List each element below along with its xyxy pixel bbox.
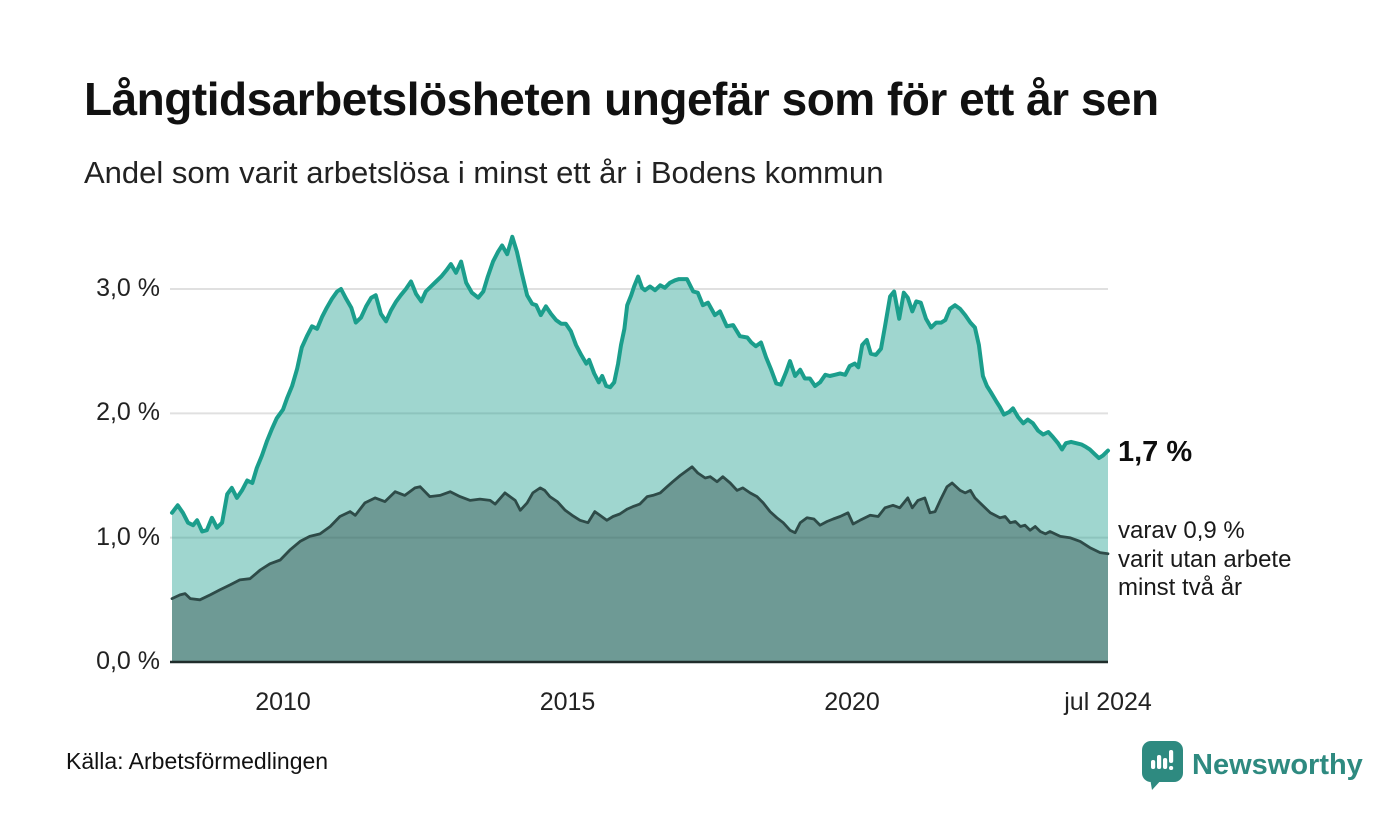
- y-tick-label: 3,0 %: [96, 274, 160, 302]
- x-tick-label: 2010: [255, 688, 311, 716]
- y-tick-label: 1,0 %: [96, 522, 160, 551]
- x-tick-label: 2020: [824, 688, 880, 716]
- brand-wordmark: Newsworthy: [1192, 749, 1363, 781]
- page-title: Långtidsarbetslösheten ungefär som för e…: [84, 73, 1159, 125]
- y-tick-label: 0,0 %: [96, 647, 160, 675]
- series-area-1: [172, 236, 1108, 663]
- source-credit: Källa: Arbetsförmedlingen: [66, 748, 329, 774]
- page-subtitle: Andel som varit arbetslösa i minst ett å…: [84, 155, 884, 190]
- newsworthy-logo-icon: [1142, 741, 1183, 790]
- secondary-annotation: varav 0,9 % varit utan arbete minst två …: [1118, 517, 1292, 601]
- series-line-2: [170, 465, 1110, 602]
- x-tick-label: jul 2024: [1064, 688, 1152, 716]
- series-line-1: [170, 234, 1110, 534]
- x-tick-label: 2015: [539, 688, 596, 716]
- end-value-annotation: 1,7 %: [1118, 436, 1193, 468]
- y-tick-label: 2,0 %: [96, 398, 160, 427]
- series-area-2: [172, 466, 1108, 662]
